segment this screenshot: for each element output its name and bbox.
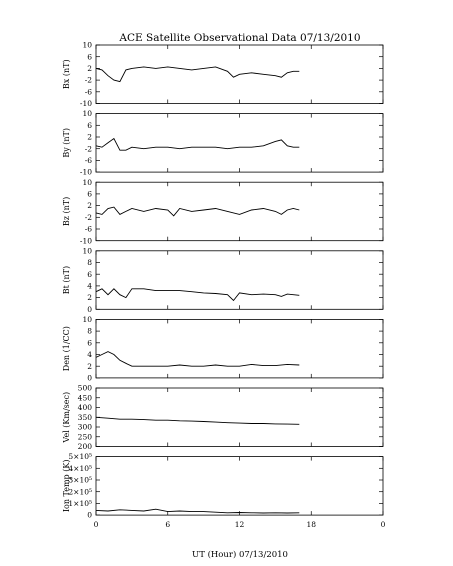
y-tick-label: 2 [87,201,92,210]
x-tick-label: 0 [381,520,386,529]
y-tick-label: 3×10⁵ [68,476,92,485]
panel-frame-6 [95,387,384,447]
y-tick-label: 2×10⁵ [68,487,92,496]
x-tick-label: 6 [165,520,170,529]
y-tick-label: -2 [85,213,93,222]
y-tick-label: 10 [82,315,92,324]
y-tick-label: -2 [85,76,93,85]
y-tick-label: 500 [78,384,93,393]
y-tick-label: -6 [85,87,93,96]
y-tick-label: 8 [87,258,92,267]
y-tick-label: 10 [82,246,92,255]
series-line-3 [95,206,300,217]
y-tick-label: 2 [87,293,92,302]
y-tick-label: 6 [87,52,92,61]
y-tick-label: 6 [87,338,92,347]
y-tick-label: 4 [87,282,92,291]
y-tick-label: 1×10⁵ [68,499,92,508]
y-tick-label: 0 [87,511,92,520]
series-line-4 [95,288,300,302]
y-axis-label-6: Vel (Km/sec) [62,392,71,444]
y-tick-label: 4×10⁵ [68,464,92,473]
y-axis-label-7: Ion Temp (K) [62,460,71,513]
series-line-6 [95,416,300,425]
panel-frame-7 [95,456,384,516]
y-tick-label: -2 [85,144,93,153]
y-tick-label: 2 [87,362,92,371]
y-tick-label: 10 [82,178,92,187]
panel-frame-3 [95,181,384,242]
x-axis-label: UT (Hour) 07/13/2010 [192,549,288,560]
y-axis-label-2: By (nT) [62,128,71,158]
y-tick-label: 350 [78,413,93,422]
x-tick-label: 0 [94,520,99,529]
panel-frame-2 [95,113,384,173]
y-tick-label: -10 [80,168,92,177]
y-tick-label: 250 [78,432,93,441]
y-tick-label: 0 [87,305,92,314]
y-tick-label: 10 [82,109,92,118]
y-tick-label: 300 [78,423,93,432]
series-line-5 [95,351,300,367]
y-tick-label: 4 [87,350,92,359]
y-tick-label: -6 [85,225,93,234]
y-axis-label-3: Bz (nT) [62,197,71,226]
panel-frame-4 [95,250,384,310]
panel-frame-5 [95,318,384,379]
chart-title: ACE Satellite Observational Data 07/13/2… [118,32,360,44]
series-line-1 [95,66,300,83]
y-tick-label: 6 [87,190,92,199]
y-axis-label-5: Den (1/CC) [62,326,71,371]
y-tick-label: 450 [78,393,93,402]
y-axis-label-1: Bx (nT) [62,59,71,89]
y-tick-label: 200 [78,442,93,451]
y-tick-label: 0 [87,374,92,383]
y-tick-label: 400 [78,403,93,412]
y-tick-label: 2 [87,64,92,73]
y-tick-label: 2 [87,133,92,142]
x-tick-label: 18 [306,520,316,529]
y-tick-label: -10 [80,99,92,108]
y-axis-label-4: Bt (nT) [62,266,71,294]
y-tick-label: 6 [87,121,92,130]
y-tick-label: -6 [85,156,93,165]
y-tick-label: 8 [87,327,92,336]
y-tick-label: 6 [87,270,92,279]
y-tick-label: 10 [82,41,92,50]
series-line-7 [95,508,300,514]
x-tick-label: 12 [235,520,245,529]
series-line-2 [95,137,300,151]
y-tick-label: 5×10⁵ [68,452,92,461]
y-tick-label: -10 [80,236,92,245]
